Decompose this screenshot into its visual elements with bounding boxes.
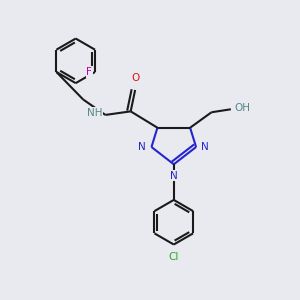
Text: N: N [170,171,178,181]
Text: N: N [201,142,209,152]
Text: N: N [138,142,146,152]
Text: OH: OH [234,103,250,113]
Text: O: O [131,74,139,83]
Text: Cl: Cl [169,252,179,262]
Text: NH: NH [87,108,102,118]
Text: F: F [86,67,92,77]
